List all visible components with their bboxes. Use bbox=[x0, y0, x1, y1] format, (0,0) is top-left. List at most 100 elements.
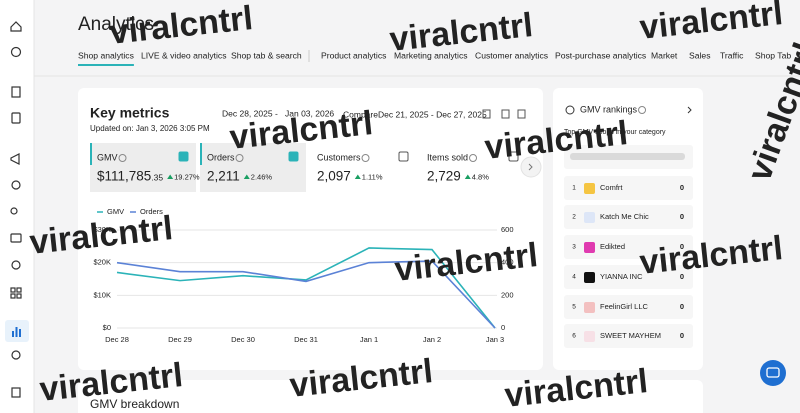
customers-icon[interactable] bbox=[10, 207, 18, 215]
nav-icon[interactable] bbox=[10, 46, 22, 58]
apps-icon[interactable] bbox=[10, 287, 16, 293]
shop-name: YIANNA INC bbox=[600, 272, 643, 281]
tab[interactable]: Shop tab & search bbox=[231, 50, 302, 60]
breakdown-card bbox=[78, 380, 703, 413]
shop-name: Katch Me Chic bbox=[600, 212, 649, 221]
tab[interactable]: Marketing analytics bbox=[394, 50, 468, 60]
metric-checkbox[interactable] bbox=[508, 151, 519, 162]
next-button[interactable] bbox=[520, 156, 542, 178]
up-arrow bbox=[354, 174, 361, 179]
compare-range[interactable]: Dec 21, 2025 - Dec 27, 2025 bbox=[378, 109, 487, 119]
home-icon[interactable] bbox=[10, 21, 22, 32]
ranking-row[interactable] bbox=[564, 324, 693, 348]
metric-checkbox[interactable] bbox=[178, 151, 189, 162]
rankings-chevron[interactable] bbox=[687, 106, 692, 114]
y-tick-label: $10K bbox=[93, 290, 111, 299]
tab[interactable]: Sales bbox=[689, 50, 711, 60]
shop-gmv: 0 bbox=[680, 242, 684, 251]
y2-tick-label: 600 bbox=[501, 225, 514, 234]
legend-label: GMV bbox=[107, 207, 124, 216]
metric-change: 4.8% bbox=[472, 172, 489, 181]
analytics-icon bbox=[12, 327, 21, 337]
y-tick-label: $30K bbox=[93, 225, 111, 234]
live-icon[interactable] bbox=[10, 233, 22, 243]
shop-logo bbox=[584, 272, 595, 283]
sidebar-icons bbox=[10, 21, 22, 398]
tab[interactable]: LIVE & video analytics bbox=[141, 50, 227, 60]
series-line bbox=[116, 260, 496, 329]
x-tick-label: Dec 28 bbox=[105, 335, 129, 344]
rank: 3 bbox=[572, 244, 576, 251]
up-arrow bbox=[464, 174, 471, 179]
tab[interactable]: Shop analytics bbox=[78, 50, 134, 60]
breakdown-title: GMV breakdown bbox=[90, 397, 179, 411]
chat-icon bbox=[766, 367, 780, 378]
ranking-row[interactable] bbox=[564, 295, 693, 319]
products-icon[interactable] bbox=[11, 112, 21, 124]
compare-label: Compare bbox=[343, 109, 378, 119]
y-tick-label: $0 bbox=[103, 323, 111, 332]
help-icon[interactable] bbox=[11, 387, 21, 398]
shop-name: SWEET MAYHEM bbox=[600, 331, 661, 340]
rank: 6 bbox=[572, 333, 576, 340]
x-tick-label: Dec 30 bbox=[231, 335, 255, 344]
ranking-row[interactable] bbox=[564, 235, 693, 259]
shop-logo bbox=[584, 302, 595, 313]
toolbar-icon[interactable] bbox=[482, 109, 491, 119]
metric-name: Orders bbox=[207, 152, 235, 162]
apps-icon-part bbox=[16, 293, 22, 299]
shop-name: FeelinGirl LLC bbox=[600, 302, 649, 311]
tab[interactable]: Product analytics bbox=[321, 50, 386, 60]
y2-tick-label: 400 bbox=[501, 258, 514, 267]
metric-value: 2,097 bbox=[317, 169, 351, 184]
shop-gmv: 0 bbox=[680, 212, 684, 221]
affiliate-icon[interactable] bbox=[11, 180, 21, 190]
apps-icon-part bbox=[10, 293, 16, 299]
shop-logo bbox=[584, 331, 595, 342]
shop-gmv: 0 bbox=[680, 302, 684, 311]
marketing-icon[interactable] bbox=[10, 153, 20, 165]
growth-icon[interactable] bbox=[11, 260, 21, 270]
date-start[interactable]: Dec 28, 2025 bbox=[222, 108, 273, 118]
metric-name: Customers bbox=[317, 152, 361, 162]
metric-change: 19.27% bbox=[174, 172, 200, 181]
series-line bbox=[116, 247, 496, 329]
x-tick-label: Jan 3 bbox=[486, 335, 504, 344]
analytics-icon-bar bbox=[19, 329, 21, 337]
metric-checkbox[interactable] bbox=[398, 151, 409, 162]
y2-tick-label: 200 bbox=[501, 290, 514, 299]
metric-card-selected[interactable] bbox=[90, 143, 196, 192]
ranking-row[interactable] bbox=[564, 205, 693, 229]
x-tick-label: Jan 2 bbox=[423, 335, 441, 344]
rankings-subtitle: Top GMV shops in your category bbox=[564, 129, 666, 136]
orders-icon[interactable] bbox=[11, 86, 21, 98]
metric-card-selected[interactable] bbox=[200, 143, 306, 192]
ranking-row[interactable] bbox=[564, 265, 693, 289]
date-end[interactable]: Jan 03, 2026 bbox=[285, 108, 334, 118]
shop-logo bbox=[584, 242, 595, 253]
apps-icon-part bbox=[16, 287, 22, 293]
help-icon bbox=[118, 154, 127, 162]
shop-logo bbox=[584, 212, 595, 223]
rank: 2 bbox=[572, 214, 576, 221]
ideas-icon[interactable] bbox=[11, 350, 21, 360]
metric-checkbox[interactable] bbox=[288, 151, 299, 162]
chat-button[interactable] bbox=[760, 360, 786, 386]
tab[interactable]: Shop Tab bbox=[755, 50, 791, 60]
tab[interactable]: Market bbox=[651, 50, 678, 60]
ranking-row[interactable] bbox=[564, 176, 693, 200]
metric-value: 2,729 bbox=[427, 169, 461, 184]
next-chevron bbox=[528, 163, 533, 171]
metric-accent bbox=[90, 143, 92, 165]
rankings-title: GMV rankings bbox=[580, 104, 638, 114]
up-arrow bbox=[167, 174, 174, 179]
tab[interactable]: Customer analytics bbox=[475, 50, 548, 60]
tab[interactable]: Traffic bbox=[720, 50, 744, 60]
x-tick-label: Jan 1 bbox=[360, 335, 378, 344]
toolbar-icon[interactable] bbox=[517, 109, 526, 119]
tab[interactable]: Post-purchase analytics bbox=[555, 50, 646, 60]
analytics-icon-bar bbox=[15, 327, 18, 337]
toolbar-icon[interactable] bbox=[501, 109, 510, 119]
help-icon bbox=[361, 154, 370, 162]
